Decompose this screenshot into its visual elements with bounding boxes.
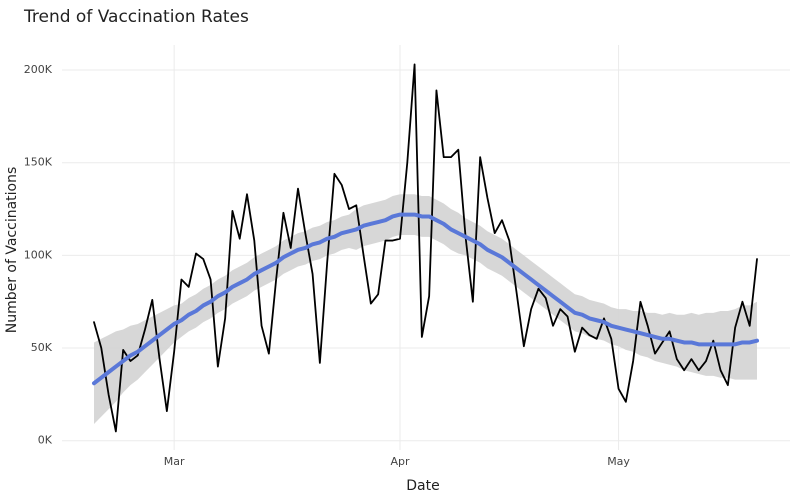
- trend-line: [92, 212, 759, 386]
- y-tick-label: 200K: [24, 63, 53, 76]
- y-tick-label: 150K: [24, 156, 53, 169]
- x-tick-label: Mar: [164, 455, 185, 468]
- chart-title: Trend of Vaccination Rates: [23, 7, 249, 27]
- data-line: [93, 63, 758, 433]
- y-axis-title: Number of Vaccinations: [4, 167, 20, 334]
- y-tick-label: 0K: [38, 434, 53, 447]
- x-tick-label: May: [607, 455, 630, 468]
- confidence-band: [94, 194, 757, 425]
- y-tick-label: 50K: [31, 341, 53, 354]
- x-axis-title: Date: [406, 478, 439, 494]
- x-tick-label: Apr: [390, 455, 410, 468]
- y-tick-label: 100K: [24, 248, 53, 261]
